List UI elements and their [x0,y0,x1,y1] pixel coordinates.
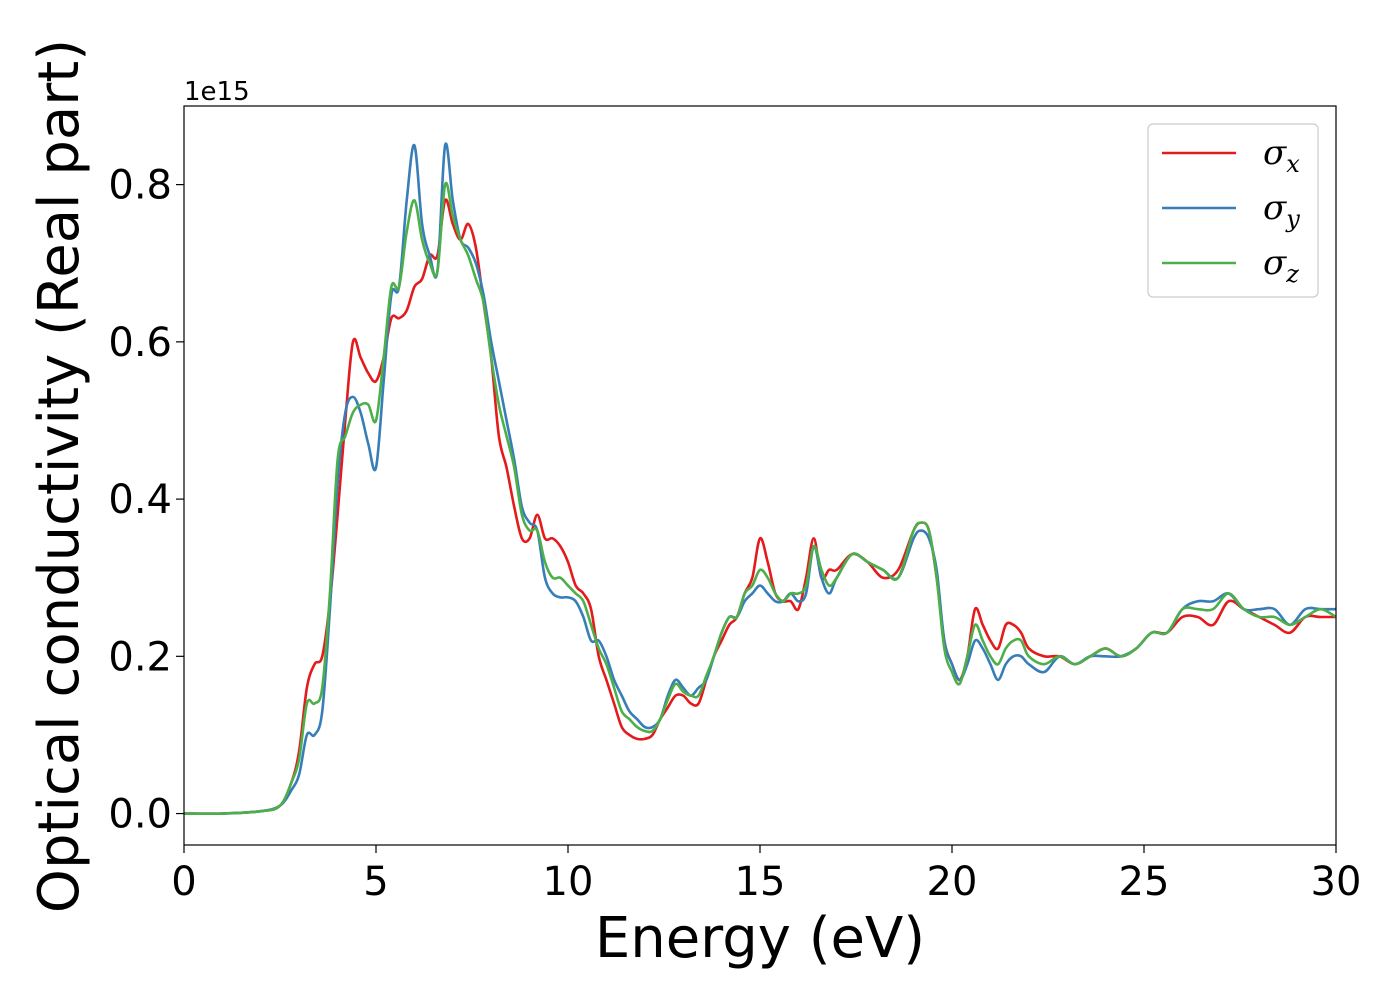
x-tick-label: 15 [735,859,786,905]
series-line-x [184,198,1336,816]
y-axis: 0.0 0.2 0.4 0.6 0.8 [108,163,184,838]
x-tick-label: 5 [363,859,388,905]
y-tick-label: 0.4 [108,477,172,523]
y-offset-label: 1e15 [184,77,250,107]
series-line-z [184,181,1336,816]
x-axis: 0 5 10 15 20 25 30 [171,845,1361,905]
legend: σx σy σz [1147,123,1319,298]
legend-label-y: σy [1263,188,1300,233]
y-tick-label: 0.0 [108,792,172,838]
series-layer [184,142,1336,816]
legend-label-z: σz [1263,243,1299,288]
x-tick-label: 0 [171,859,196,905]
x-tick-label: 10 [543,859,594,905]
legend-box [1147,123,1319,298]
y-tick-label: 0.2 [108,634,172,680]
x-tick-label: 30 [1311,859,1362,905]
y-tick-label: 0.8 [108,163,172,209]
legend-label-x: σx [1263,133,1300,178]
y-axis-title: Optical conductivity (Real part) [27,39,92,913]
x-axis-title: Energy (eV) [595,906,925,971]
y-tick-label: 0.6 [108,320,172,366]
x-tick-label: 25 [1119,859,1170,905]
x-tick-label: 20 [927,859,978,905]
legend-entries: σx σy σz [1162,133,1300,288]
